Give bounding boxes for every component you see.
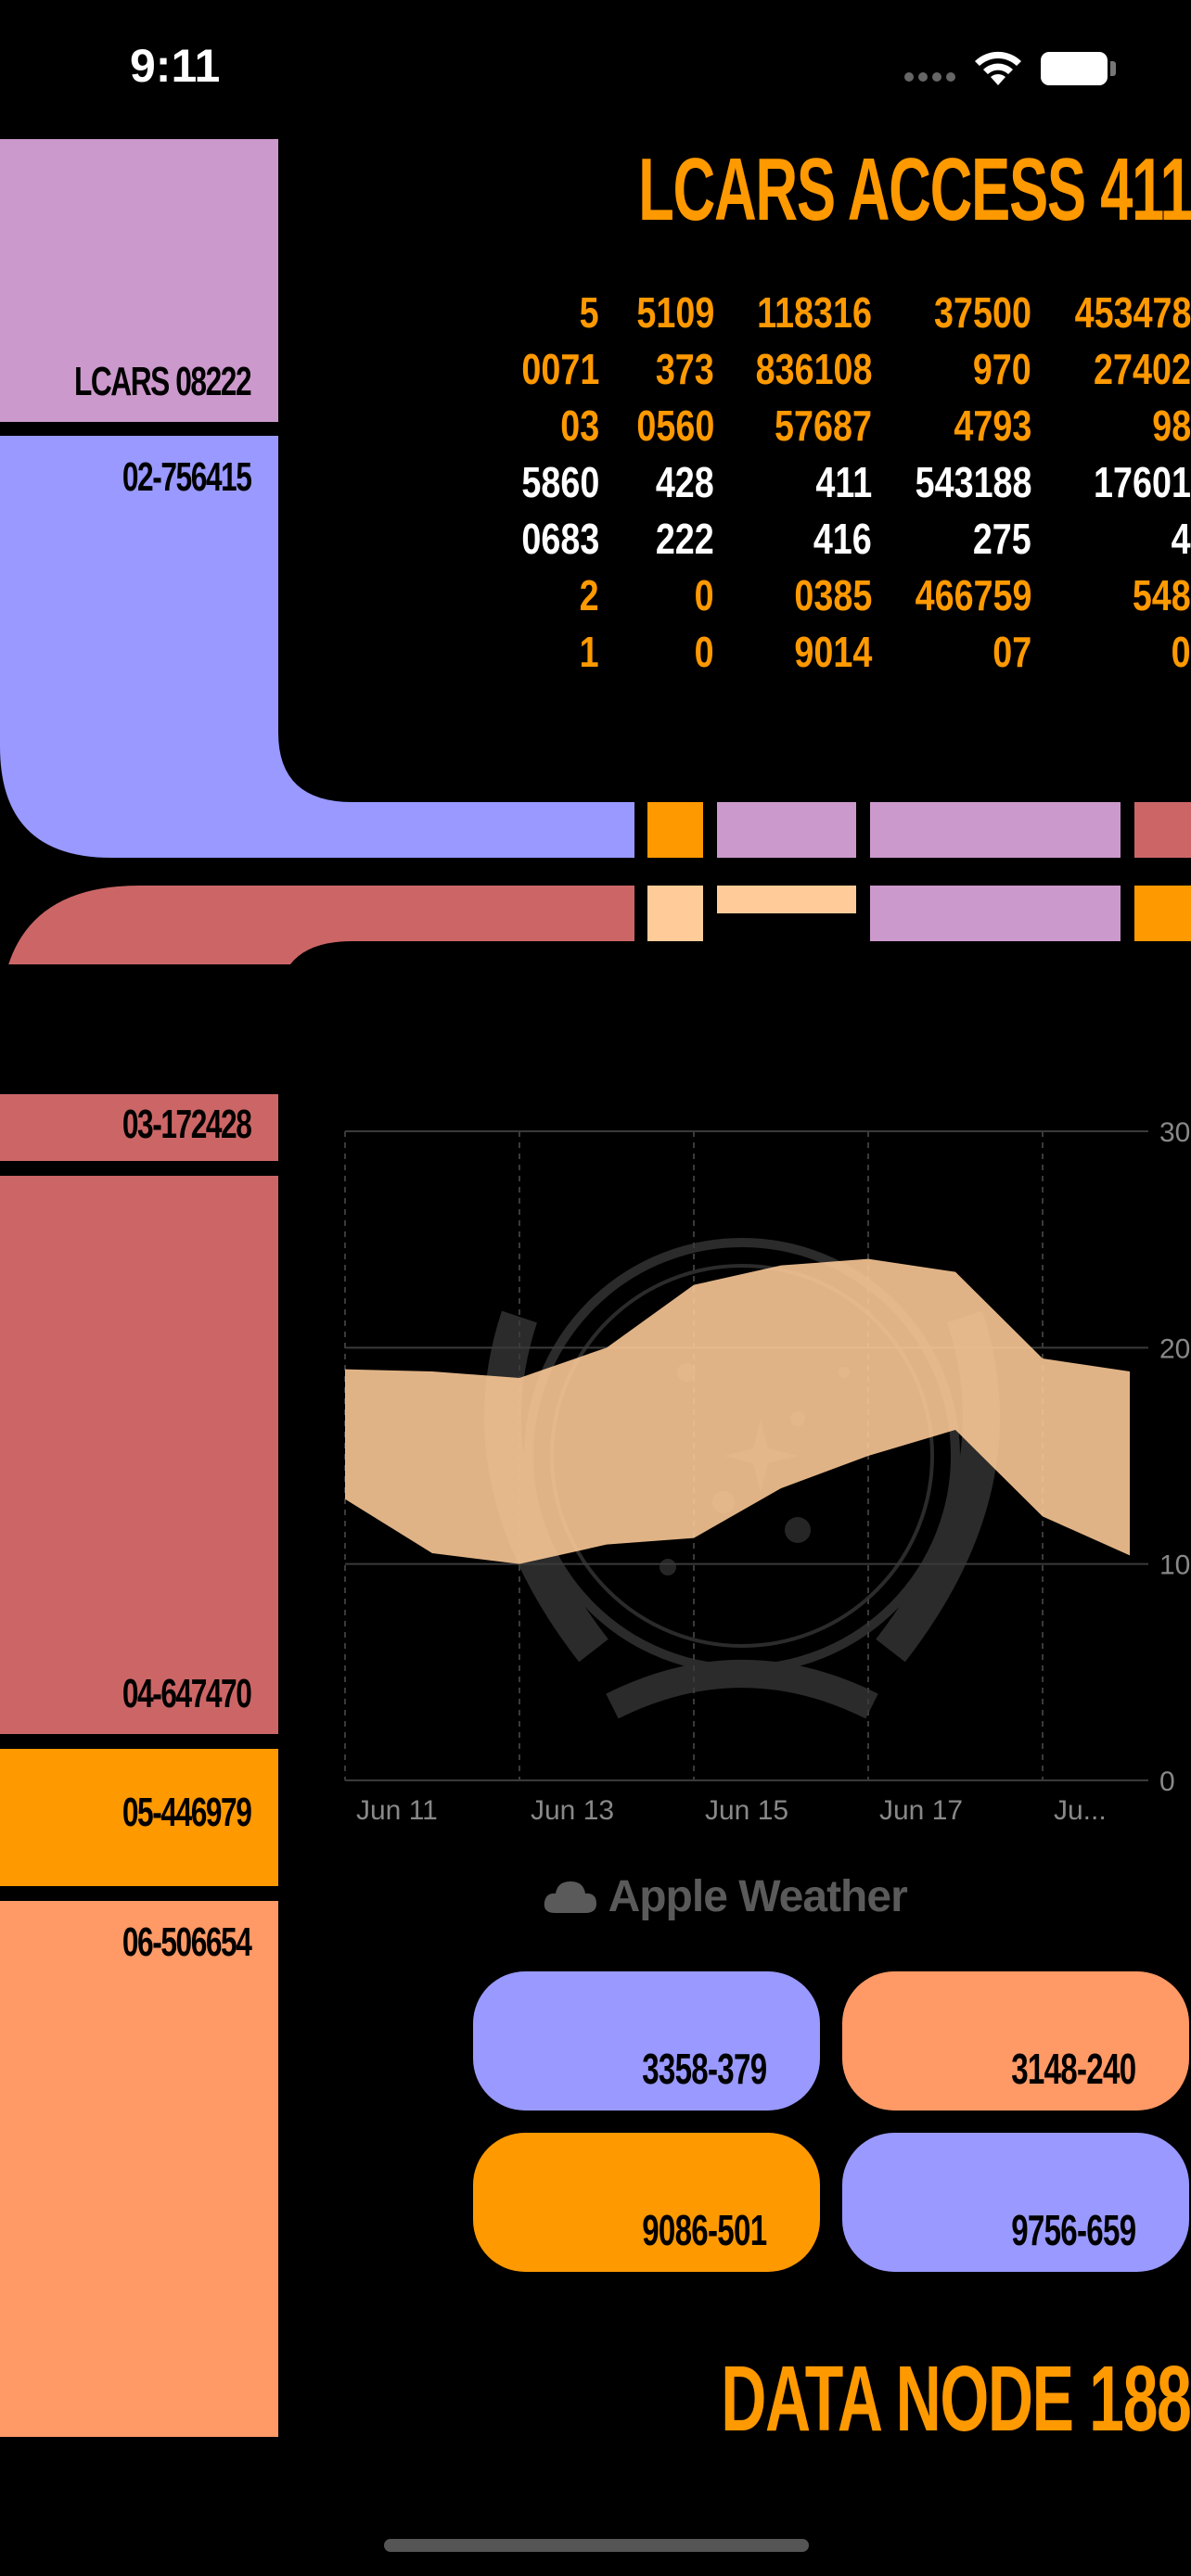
battery-tip (1110, 61, 1116, 76)
data-table-cell: 4 (1172, 515, 1191, 563)
y-tick-label: 10 (1159, 1550, 1190, 1581)
button-3148-240[interactable]: 3148-240 (842, 1971, 1189, 2111)
data-table-cell: 428 (656, 458, 714, 506)
status-time: 9:11 (130, 40, 221, 92)
button-label: 3148-240 (1010, 2045, 1136, 2093)
data-table-cell: 9014 (794, 628, 872, 676)
data-table-row: 5 5109 118316 37500 453478 (0, 287, 1191, 343)
button-label: 9086-501 (641, 2206, 767, 2254)
data-table-cell: 373 (656, 345, 714, 393)
chart-y-tick-labels: 0 10 20 30 (1159, 1117, 1190, 1797)
data-table-cell: 548 (1133, 571, 1191, 619)
panel-lcars-08222[interactable]: LCARS 08222 (0, 139, 278, 422)
panel-label: LCARS 08222 (73, 359, 252, 404)
button-9086-501[interactable]: 9086-501 (473, 2133, 820, 2272)
home-indicator[interactable] (384, 2539, 809, 2552)
data-table-cell: 0 (695, 628, 714, 676)
x-tick-label: Jun 13 (531, 1795, 614, 1826)
button-9756-659[interactable]: 9756-659 (842, 2133, 1189, 2272)
elbow-bar-top-1[interactable] (647, 802, 703, 858)
data-table-cell: 416 (813, 515, 872, 563)
bottom-elbow (8, 886, 634, 964)
data-table-cell: 466759 (915, 571, 1031, 619)
x-tick-label: Jun 17 (879, 1795, 963, 1826)
button-3358-379[interactable]: 3358-379 (473, 1971, 820, 2111)
lcars-elbow-frame (0, 436, 634, 964)
y-tick-label: 20 (1159, 1333, 1190, 1364)
x-tick-label: Ju... (1054, 1795, 1107, 1826)
attribution-text[interactable]: Apple Weather (543, 1871, 908, 1922)
button-label: 9756-659 (1010, 2206, 1136, 2254)
elbow-bar-bottom-3[interactable] (870, 886, 1121, 941)
elbow-bar-top-2[interactable] (717, 802, 856, 858)
data-table-row: 2 0 0385 466759 548 (0, 570, 1191, 626)
data-table-cell: 0385 (794, 571, 872, 619)
data-table-cell: 275 (973, 515, 1031, 563)
panel-03-172428[interactable]: 03-172428 (0, 1094, 278, 1161)
data-table-cell: 98 (1152, 402, 1191, 450)
data-table-cell: 118316 (757, 288, 872, 337)
panel-label: 06-506654 (122, 1919, 251, 1965)
panel-05-446979[interactable]: 05-446979 (0, 1749, 278, 1886)
data-table-cell: 5860 (521, 458, 599, 506)
y-tick-label: 0 (1159, 1766, 1175, 1797)
data-table-row: 0071 373 836108 970 27402 (0, 344, 1191, 400)
data-table-cell: 57687 (775, 402, 872, 450)
data-table-row: 1 0 9014 07 0 (0, 627, 1191, 682)
data-table-cell: 0560 (636, 402, 714, 450)
data-table-row: 5860 428 411 543188 17601 (0, 457, 1191, 513)
page-title: LCARS ACCESS 411 (637, 140, 1191, 239)
panel-label: 02-756415 (122, 454, 251, 500)
data-table-cell: 222 (656, 515, 714, 563)
temperature-range-area (345, 1258, 1130, 1564)
temperature-range-chart: 0 10 20 30 Jun 11 Jun 13 Jun 15 Jun 17 Ju... (344, 1117, 1190, 1826)
data-table-cell: 4793 (954, 402, 1031, 450)
data-table-cell: 453478 (1074, 288, 1191, 337)
battery-icon (1041, 52, 1108, 85)
elbow-bar-bottom-1[interactable] (647, 886, 703, 941)
data-table-cell: 411 (815, 458, 872, 506)
attribution-label: Apple Weather (608, 1872, 908, 1921)
data-table-cell: 2 (580, 571, 599, 619)
x-tick-label: Jun 15 (705, 1795, 788, 1826)
elbow-bar-top-3[interactable] (870, 802, 1121, 858)
panel-04-647470[interactable]: 04-647470 (0, 1176, 278, 1734)
chart-series-area (345, 1258, 1130, 1564)
button-label: 3358-379 (641, 2045, 767, 2093)
panel-label: 05-446979 (122, 1790, 251, 1835)
data-table-cell: 37500 (934, 288, 1031, 337)
data-table-cell: 0 (695, 571, 714, 619)
data-table-cell: 0 (1172, 628, 1191, 676)
chart-x-tick-labels: Jun 11 Jun 13 Jun 15 Jun 17 Ju... (356, 1795, 1107, 1826)
data-table-cell: 07 (992, 628, 1031, 676)
data-table-cell: 03 (560, 402, 599, 450)
data-table-row: 0683 222 416 275 4 (0, 514, 1191, 569)
data-table-cell: 27402 (1094, 345, 1191, 393)
elbow-bar-top-4[interactable] (1134, 802, 1191, 858)
footer-title: DATA NODE 188 (721, 2347, 1191, 2451)
panel-label: 03-172428 (122, 1102, 251, 1147)
data-table-cell: 5109 (636, 288, 714, 337)
panel-02-756415[interactable]: 02-756415 (0, 436, 278, 501)
cloud-icon (544, 1881, 596, 1913)
elbow-bar-bottom-4[interactable] (1134, 886, 1191, 941)
elbow-bar-bottom-2[interactable] (717, 886, 856, 913)
data-table-cell: 543188 (915, 458, 1031, 506)
x-tick-label: Jun 11 (356, 1795, 438, 1826)
wifi-icon (975, 51, 1021, 85)
panel-label: 04-647470 (122, 1671, 251, 1716)
data-table-cell: 0071 (521, 345, 599, 393)
data-table-row: 03 0560 57687 4793 98 (0, 401, 1191, 456)
top-elbow (0, 436, 634, 858)
data-table-cell: 0683 (521, 515, 599, 563)
data-table-cell: 17601 (1094, 458, 1191, 506)
data-table-cell: 970 (973, 345, 1031, 393)
y-tick-label: 30 (1159, 1117, 1190, 1148)
panel-06-506654[interactable]: 06-506654 (0, 1901, 278, 2437)
data-table-cell: 836108 (755, 345, 872, 393)
data-table-cell: 1 (580, 628, 599, 676)
data-table-cell: 5 (580, 288, 599, 337)
